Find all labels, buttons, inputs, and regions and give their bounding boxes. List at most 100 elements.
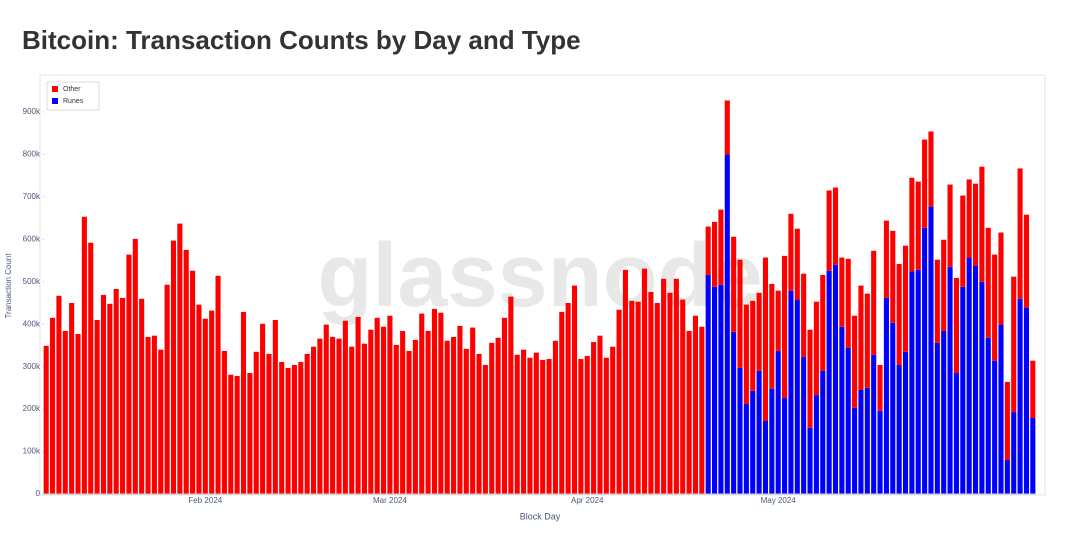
bar-segment: [88, 242, 94, 494]
bar-segment: [304, 353, 310, 494]
bar-segment: [190, 270, 196, 494]
bar-segment: [533, 352, 539, 494]
bar-segment: [266, 353, 272, 494]
bar-segment: [419, 313, 425, 494]
bar-segment: [775, 350, 781, 494]
y-tick-label: 200k: [23, 404, 41, 413]
bar-segment: [731, 236, 737, 332]
bar-segment: [966, 179, 972, 258]
bar-segment: [635, 301, 641, 494]
bar-segment: [839, 257, 845, 327]
bar-segment: [998, 324, 1004, 494]
bar-segment: [240, 311, 247, 494]
bar-segment: [641, 268, 648, 494]
bar-segment: [947, 266, 953, 494]
bar-segment: [425, 330, 431, 494]
bar-segment: [832, 187, 839, 265]
bar-segment: [482, 364, 488, 494]
bar-segment: [521, 349, 527, 494]
bar-segment: [902, 351, 909, 494]
bar-segment: [349, 346, 355, 494]
bar-segment: [902, 245, 909, 352]
bar-segment: [852, 407, 858, 494]
bar-segment: [864, 293, 870, 388]
bar-segment: [552, 340, 558, 494]
bar-segment: [215, 275, 221, 494]
bar-segment: [120, 297, 126, 494]
chart-title: Bitcoin: Transaction Counts by Day and T…: [22, 25, 581, 55]
bar-segment: [476, 353, 482, 494]
bar-segment: [705, 274, 711, 494]
bar-segment: [966, 257, 972, 494]
bar-segment: [839, 326, 845, 494]
bar-segment: [813, 301, 819, 396]
bar-segment: [69, 302, 75, 494]
bar-segment: [508, 296, 514, 494]
bar-segment: [832, 264, 839, 494]
bar-segment: [247, 373, 253, 494]
bar-segment: [1017, 168, 1023, 299]
bar-segment: [947, 184, 953, 267]
bar-segment: [514, 354, 520, 494]
bar-segment: [527, 357, 533, 494]
bar-segment: [953, 277, 959, 374]
bar-segment: [883, 297, 889, 494]
bar-segment: [782, 255, 788, 399]
bar-segment: [922, 227, 928, 494]
bar-segment: [737, 259, 743, 368]
bar-segment: [387, 315, 393, 494]
legend-swatch: [52, 86, 58, 92]
bar-segment: [750, 300, 756, 391]
bar-segment: [877, 364, 883, 411]
bar-segment: [826, 190, 832, 271]
bar-segment: [164, 284, 170, 494]
bar-segment: [992, 254, 998, 361]
bar-segment: [928, 206, 934, 494]
bar-segment: [470, 327, 476, 494]
bar-segment: [762, 257, 769, 421]
bar-segment: [705, 226, 711, 275]
bar-segment: [451, 336, 457, 494]
bar-segment: [877, 410, 883, 494]
bar-segment: [444, 340, 450, 494]
bar-segment: [890, 322, 896, 494]
legend-label: Other: [63, 86, 81, 93]
bar-segment: [260, 323, 266, 494]
bar-segment: [985, 227, 991, 338]
bar-segment: [291, 364, 297, 494]
bar-segment: [151, 335, 157, 494]
bar-segment: [909, 177, 915, 272]
bar-segment: [126, 254, 132, 494]
bar-segment: [731, 331, 737, 494]
bar-segment: [934, 342, 940, 494]
y-tick-label: 900k: [23, 107, 41, 116]
bar-segment: [75, 333, 81, 494]
bar-segment: [139, 298, 145, 494]
bar-segment: [81, 216, 87, 494]
bar-segment: [495, 337, 501, 494]
bar-segment: [368, 329, 374, 494]
bar-segment: [62, 330, 68, 494]
bar-segment: [145, 336, 151, 494]
bar-segment: [788, 213, 794, 291]
bar-segment: [310, 346, 317, 494]
bar-segment: [801, 356, 807, 494]
bar-segment: [221, 350, 227, 494]
bar-segment: [578, 359, 584, 494]
bar-segment: [826, 270, 832, 494]
y-tick-label: 800k: [23, 150, 41, 159]
bar-segment: [934, 259, 940, 343]
bar-segment: [100, 294, 107, 494]
bar-segment: [852, 315, 858, 408]
bar-segment: [762, 420, 769, 494]
bar-segment: [158, 349, 164, 494]
y-tick-label: 700k: [23, 192, 41, 201]
bar-segment: [177, 223, 183, 494]
bar-segment: [540, 359, 546, 494]
bar-segment: [775, 290, 781, 351]
bar-segment: [361, 343, 367, 494]
bar-segment: [896, 364, 902, 494]
bar-segment: [922, 139, 928, 228]
watermark: glassnode: [317, 226, 762, 326]
bar-segment: [457, 325, 463, 494]
